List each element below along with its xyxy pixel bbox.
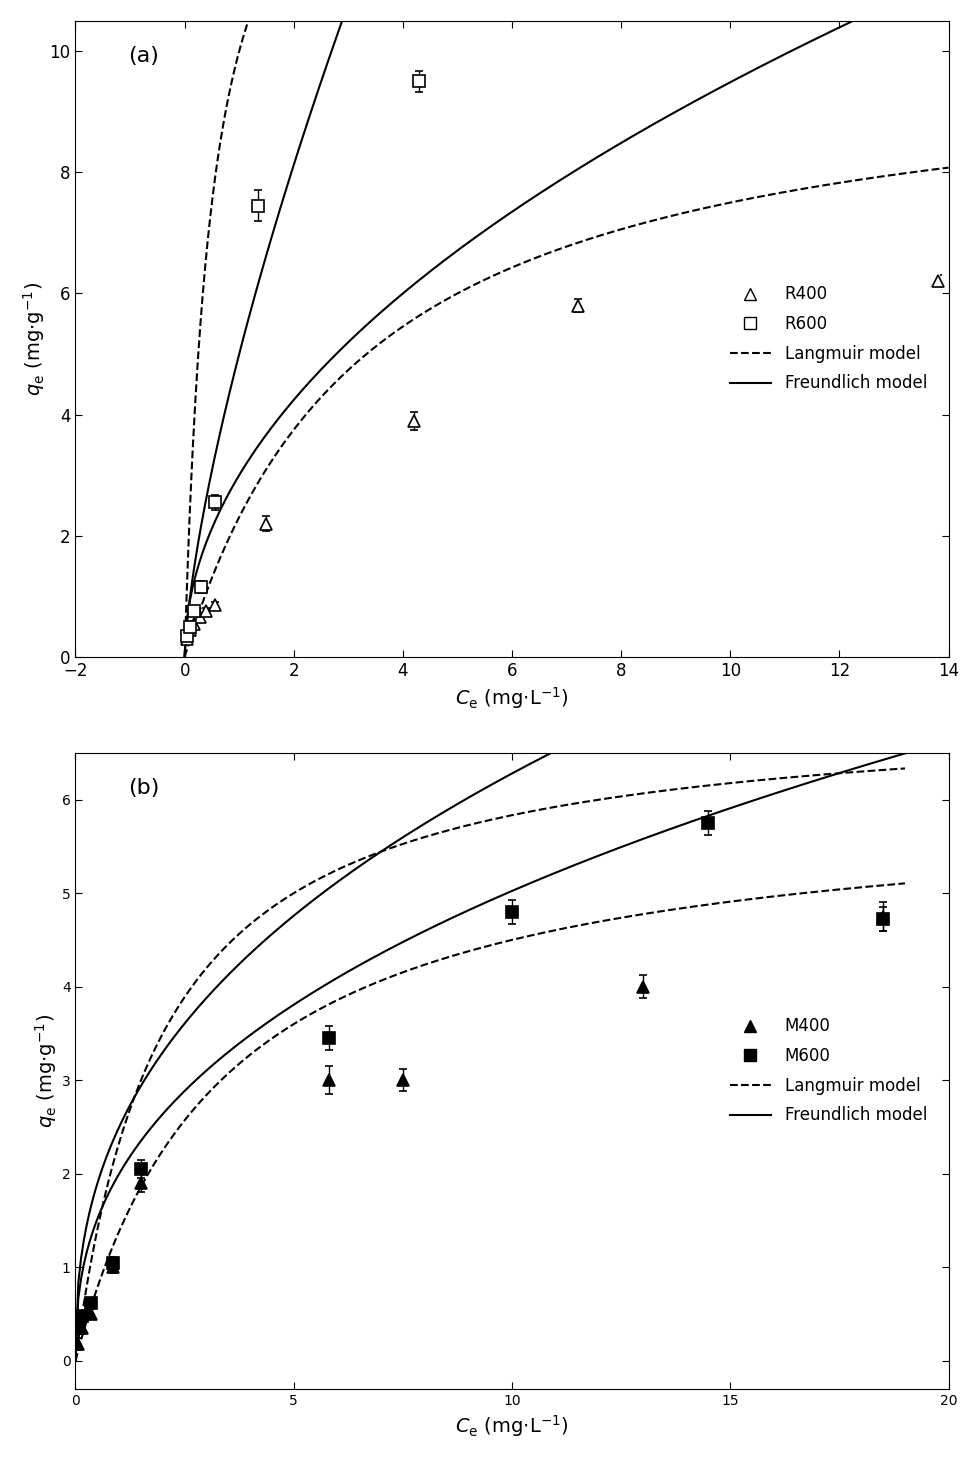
- X-axis label: $C$$_\mathrm{e}$ (mg$\cdot$L$^{-1}$): $C$$_\mathrm{e}$ (mg$\cdot$L$^{-1}$): [455, 685, 569, 711]
- X-axis label: $C$$_\mathrm{e}$ (mg$\cdot$L$^{-1}$): $C$$_\mathrm{e}$ (mg$\cdot$L$^{-1}$): [455, 1413, 569, 1440]
- Legend: R400, R600, Langmuir model, Freundlich model: R400, R600, Langmuir model, Freundlich m…: [716, 272, 940, 406]
- Legend: M400, M600, Langmuir model, Freundlich model: M400, M600, Langmuir model, Freundlich m…: [716, 1004, 940, 1137]
- Y-axis label: $q$$_\mathrm{e}$ (mg$\cdot$g$^{-1}$): $q$$_\mathrm{e}$ (mg$\cdot$g$^{-1}$): [21, 282, 47, 396]
- Text: (b): (b): [127, 778, 160, 799]
- Y-axis label: $q$$_\mathrm{e}$ (mg$\cdot$g$^{-1}$): $q$$_\mathrm{e}$ (mg$\cdot$g$^{-1}$): [33, 1013, 59, 1129]
- Text: (a): (a): [127, 47, 159, 66]
